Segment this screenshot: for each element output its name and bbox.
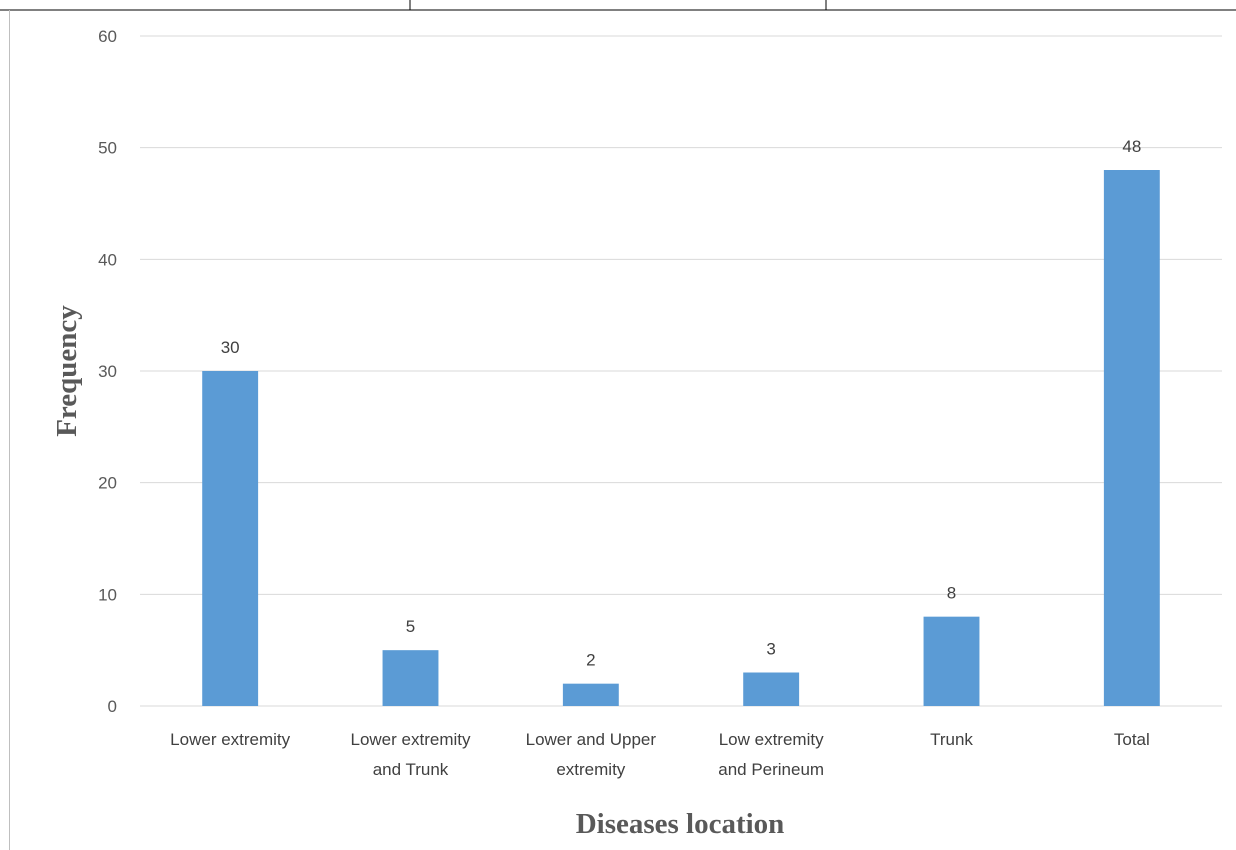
data-labels: 30 5 2 3 8 48 xyxy=(221,137,1142,670)
category-label: Lower extremity xyxy=(170,730,290,749)
category-label: and Perineum xyxy=(718,760,824,779)
data-label: 3 xyxy=(766,640,775,659)
bar xyxy=(202,371,259,706)
y-tick-label: 0 xyxy=(108,697,117,716)
category-label: Lower and Upper xyxy=(526,730,657,749)
category-label: Low extremity xyxy=(719,730,824,749)
y-tick-label: 10 xyxy=(98,585,117,604)
data-label: 48 xyxy=(1122,137,1141,156)
y-tick-label: 60 xyxy=(98,27,117,46)
bar xyxy=(382,650,439,706)
y-tick-label: 20 xyxy=(98,474,117,493)
x-axis-title: Diseases location xyxy=(576,808,785,840)
y-tick-labels: 0 10 20 30 40 50 60 xyxy=(98,27,117,716)
category-label: Trunk xyxy=(930,730,973,749)
category-label: and Trunk xyxy=(373,760,449,779)
y-axis-title: Frequency xyxy=(51,305,83,437)
category-labels: Lower extremity Lower extremity and Trunk L… xyxy=(170,730,1150,779)
y-tick-label: 50 xyxy=(98,139,117,158)
category-label: Total xyxy=(1114,730,1150,749)
data-label: 30 xyxy=(221,338,240,357)
bar xyxy=(743,672,800,706)
category-label: extremity xyxy=(556,760,625,779)
y-tick-label: 30 xyxy=(98,362,117,381)
data-label: 5 xyxy=(406,617,415,636)
data-label: 2 xyxy=(586,651,595,670)
bar xyxy=(1103,170,1160,706)
bar xyxy=(562,683,619,706)
gridlines xyxy=(140,35,1222,707)
bar xyxy=(923,616,980,706)
category-label: Lower extremity xyxy=(351,730,471,749)
data-label: 8 xyxy=(947,584,956,603)
bars xyxy=(202,170,1160,706)
y-tick-label: 40 xyxy=(98,250,117,269)
